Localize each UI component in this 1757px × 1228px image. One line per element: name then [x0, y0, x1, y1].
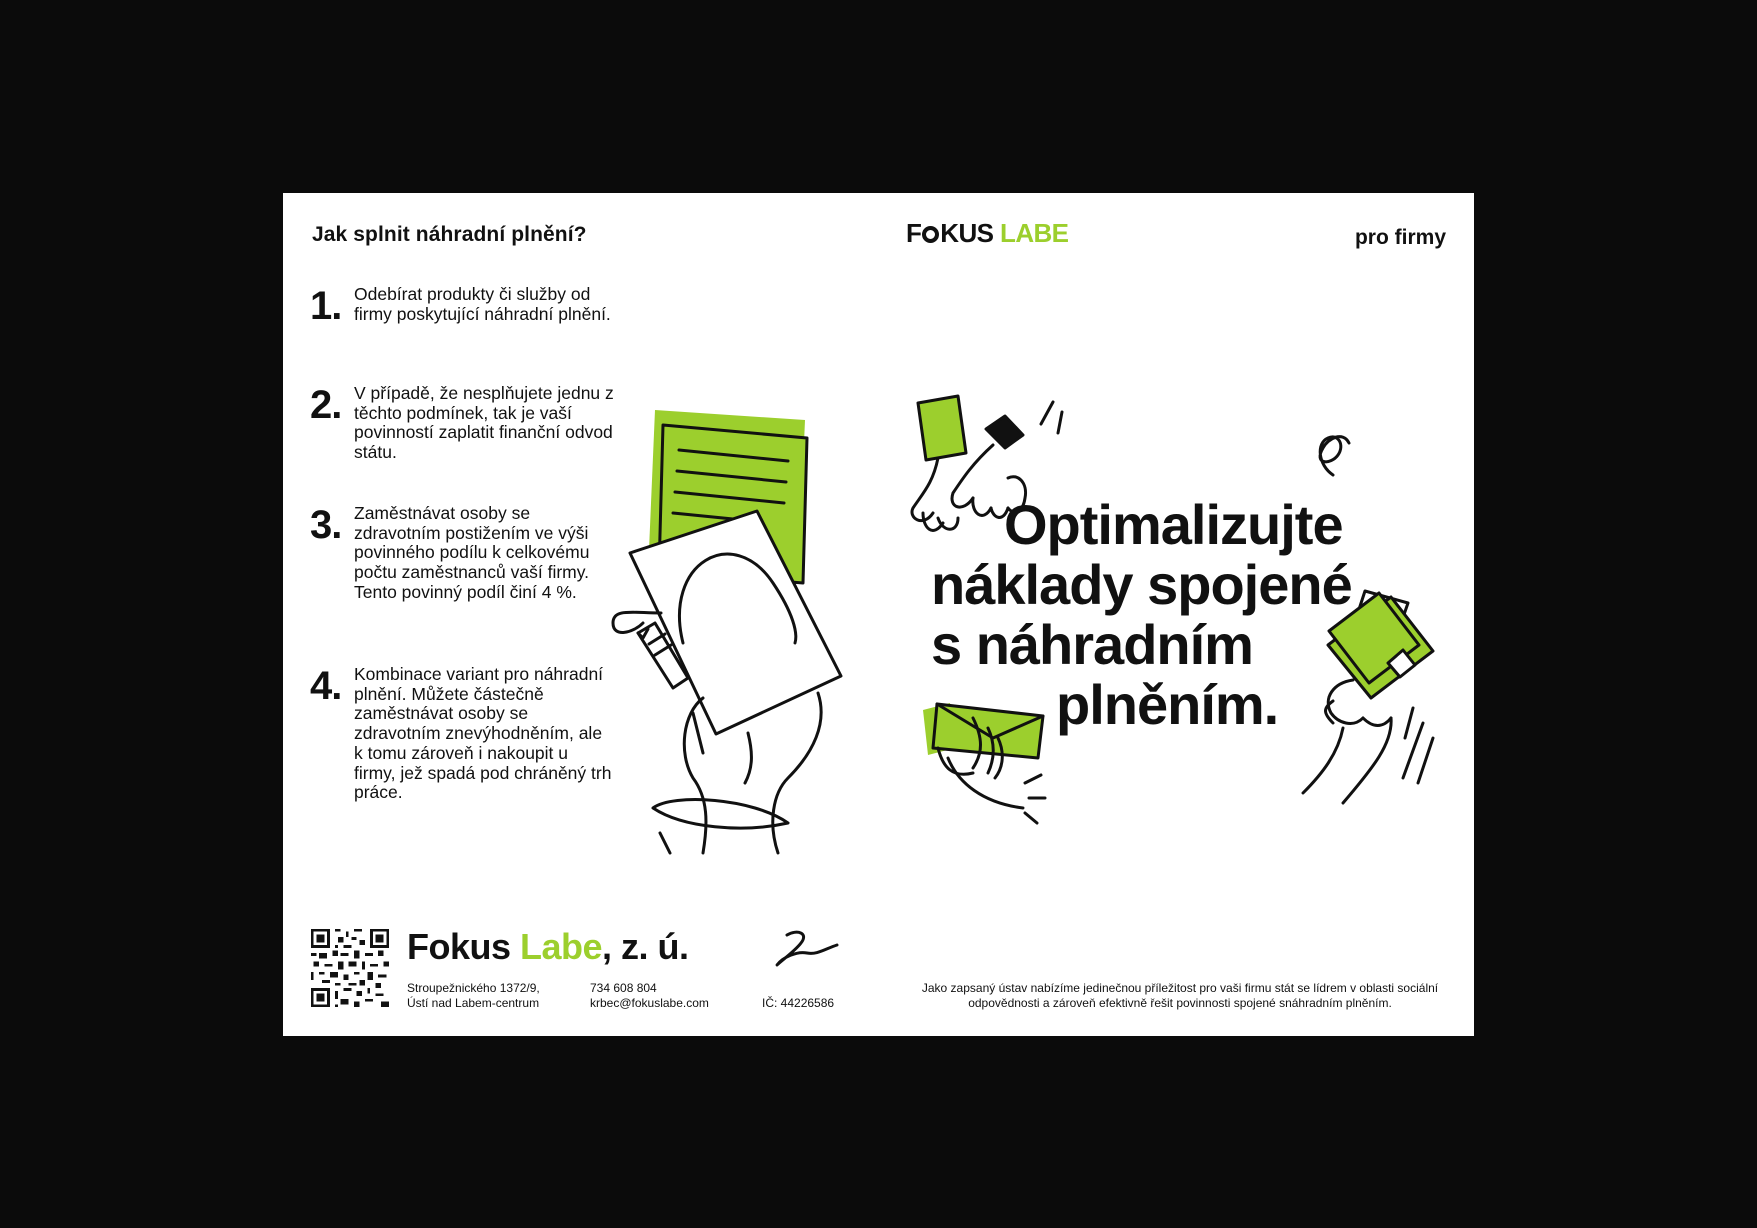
headline-line-4: plněním. — [1056, 673, 1279, 736]
org-name-part: Fokus — [407, 926, 521, 967]
org-name-suffix: , z. ú. — [602, 926, 689, 967]
headline-line-3: s náhradním — [931, 613, 1254, 676]
step-text: Odebírat produkty či služby od firmy pos… — [354, 284, 611, 324]
contact-phone-email: 734 608 804 krbec@fokuslabe.com — [590, 981, 730, 1011]
phone-number[interactable]: 734 608 804 — [590, 981, 657, 995]
document-hand-illustration — [611, 410, 843, 855]
step-1: 1. Odebírat produkty či služby od firmy … — [310, 284, 611, 355]
org-name-accent: Labe — [520, 926, 603, 967]
audience-label: pro firmy — [1354, 226, 1446, 249]
step-4: 4. Kombinace variant pro náhradní plnění… — [310, 664, 611, 805]
logo-o-ring-icon — [922, 226, 940, 243]
step-3: 3. Zaměstnávat osoby se zdravotním posti… — [310, 503, 610, 634]
step-text: Kombinace variant pro náhradní plnění. M… — [354, 664, 612, 803]
organization-name: Fokus Labe, z. ú. — [407, 926, 689, 968]
brand-logo: F KUS LABE — [906, 218, 1069, 249]
address-line-1: Stroupežnického 1372/9, — [407, 981, 540, 995]
logo-word-kus: KUS — [940, 218, 994, 248]
step-number: 2. — [310, 383, 342, 427]
company-id: IČ: 44226586 — [762, 996, 835, 1010]
step-text: V případě, že nesplňujete jednu z těchto… — [354, 383, 614, 463]
step-2: 2. V případě, že nesplňujete jednu z těc… — [310, 383, 614, 474]
qr-code-icon[interactable] — [311, 929, 389, 1007]
contact-address: Stroupežnického 1372/9, Ústí nad Labem-c… — [407, 981, 567, 1011]
signature-icon — [775, 930, 839, 967]
logo-word-labe: LABE — [1000, 218, 1069, 248]
section-title: Jak splnit náhradní plnění? — [312, 223, 587, 246]
step-number: 1. — [310, 284, 342, 328]
email-address[interactable]: krbec@fokuslabe.com — [590, 996, 709, 1010]
step-text: Zaměstnávat osoby se zdravotním postižen… — [354, 503, 590, 602]
step-number: 4. — [310, 664, 342, 708]
main-headline: Optimalizujte náklady spojené s náhradní… — [931, 495, 1471, 735]
step-number: 3. — [310, 503, 342, 547]
headline-line-2: náklady spojené — [931, 553, 1353, 616]
logo-letter-f: F — [906, 218, 922, 248]
headline-line-1: Optimalizujte — [1004, 493, 1344, 556]
flyer-page: Jak splnit náhradní plnění? F KUS LABE pr… — [283, 193, 1474, 1036]
footer-note: Jako zapsaný ústav nabízíme jedinečnou p… — [921, 981, 1439, 1010]
address-line-2: Ústí nad Labem-centrum — [407, 996, 540, 1010]
